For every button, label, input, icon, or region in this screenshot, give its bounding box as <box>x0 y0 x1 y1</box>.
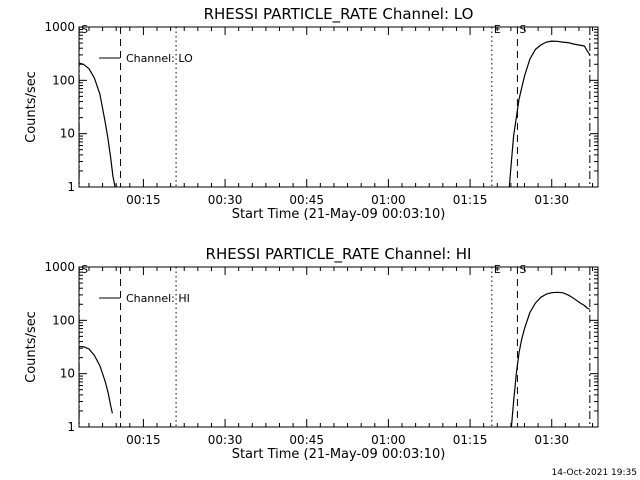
x-tick-label: 01:15 <box>453 193 488 207</box>
chart-title: RHESSI PARTICLE_RATE Channel: LO <box>204 5 474 24</box>
y-tick-label: 100 <box>52 73 75 87</box>
time-marker-label: E <box>494 263 501 276</box>
time-marker-label: S <box>81 263 88 276</box>
y-tick-label: 10 <box>60 127 75 141</box>
x-tick-label: 00:30 <box>208 193 243 207</box>
x-axis-label: Start Time (21-May-09 00:03:10) <box>232 447 446 462</box>
x-tick-label: 01:30 <box>534 193 569 207</box>
x-tick-label: 01:00 <box>371 193 406 207</box>
x-tick-label: 00:45 <box>289 433 324 447</box>
series-line <box>79 62 116 188</box>
plot-frame <box>78 26 599 188</box>
legend-label: Channel: LO <box>126 52 193 65</box>
chart-title: RHESSI PARTICLE_RATE Channel: HI <box>206 245 472 264</box>
x-tick-label: 01:30 <box>534 433 569 447</box>
x-tick-label: 01:00 <box>371 433 406 447</box>
legend-label: Channel: HI <box>126 292 190 305</box>
y-tick-label: 1000 <box>44 260 75 274</box>
x-tick-label: 00:15 <box>126 433 161 447</box>
time-marker-label: S <box>519 23 526 36</box>
x-tick-label: 00:45 <box>289 193 324 207</box>
chart-panel-lo: RHESSI PARTICLE_RATE Channel: LO 00:15 00:… <box>24 5 599 222</box>
x-tick-label: 01:15 <box>453 433 488 447</box>
x-axis-label: Start Time (21-May-09 00:03:10) <box>232 207 446 222</box>
time-marker-label: S <box>81 23 88 36</box>
y-tick-label: 1 <box>67 180 75 194</box>
time-marker-label: E <box>494 23 501 36</box>
y-tick-label: 100 <box>52 313 75 327</box>
x-tick-label: 00:15 <box>126 193 161 207</box>
y-tick-label: 10 <box>60 367 75 381</box>
series-line <box>510 291 591 428</box>
chart-panel-hi: RHESSI PARTICLE_RATE Channel: HI 00:15 00:… <box>24 245 599 462</box>
y-axis-label: Counts/sec <box>24 71 39 143</box>
time-marker-label: S <box>519 263 526 276</box>
y-axis-label: Counts/sec <box>24 311 39 383</box>
footer-timestamp: 14-Oct-2021 19:35 <box>552 468 637 478</box>
y-tick-label: 1 <box>67 420 75 434</box>
y-tick-label: 1000 <box>44 20 75 34</box>
series-line <box>508 40 591 188</box>
x-tick-label: 00:30 <box>208 433 243 447</box>
series-line <box>79 346 113 414</box>
